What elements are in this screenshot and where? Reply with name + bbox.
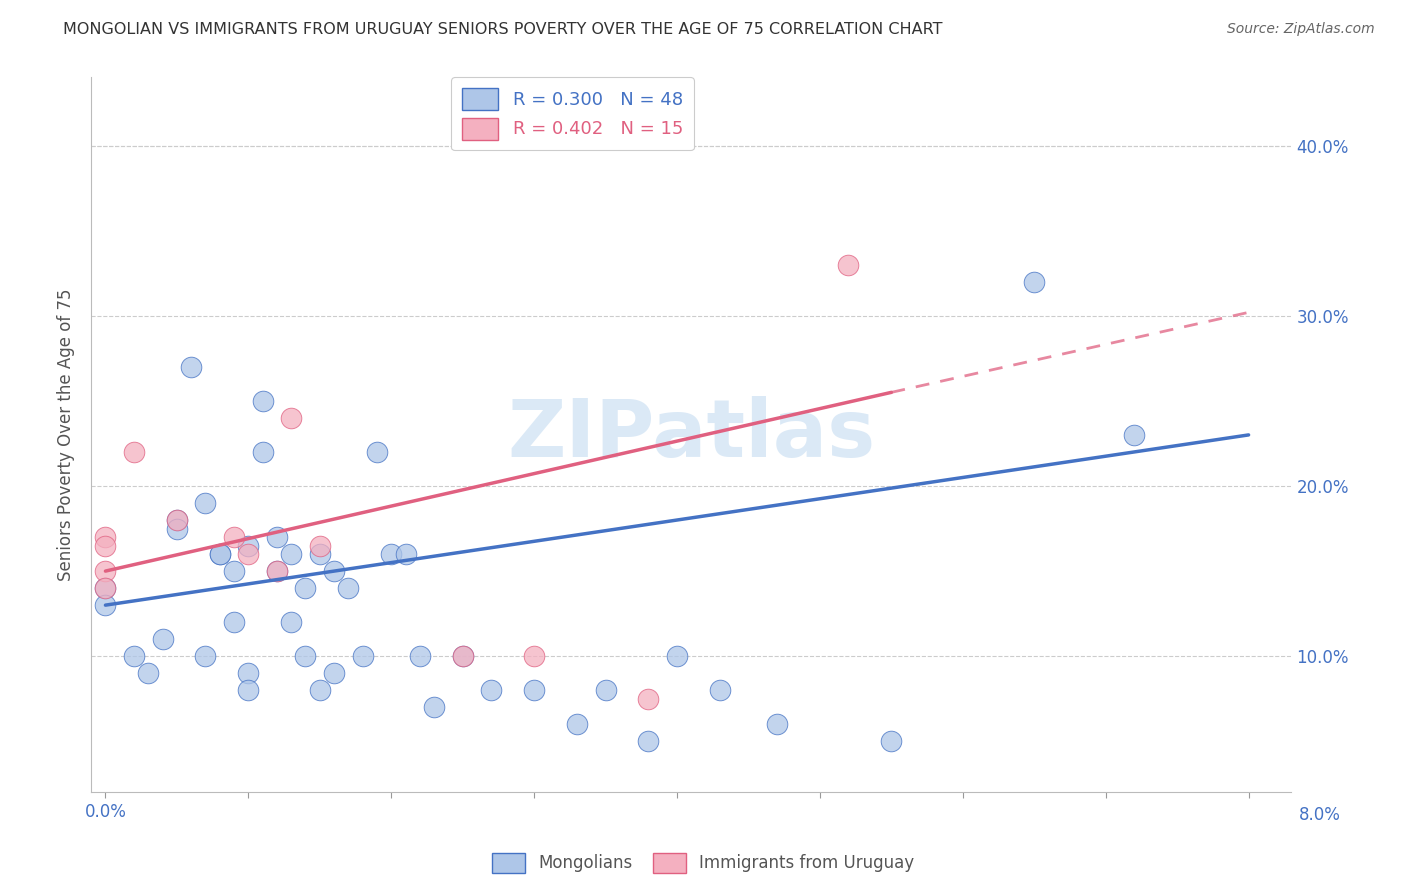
Point [308,539,330,553]
Point [166,513,188,527]
Point [565,717,588,731]
Text: 8.0%: 8.0% [1299,806,1340,824]
Point [409,649,432,664]
Point [238,547,260,561]
Point [194,649,217,664]
Point [766,717,789,731]
Point [222,615,245,629]
Point [880,734,903,748]
Point [166,522,188,536]
Point [122,445,145,459]
Point [136,666,159,681]
Point [252,393,274,408]
Point [394,547,416,561]
Y-axis label: Seniors Poverty Over the Age of 75: Seniors Poverty Over the Age of 75 [58,289,75,582]
Point [451,649,474,664]
Point [308,683,330,698]
Point [352,649,374,664]
Point [238,683,260,698]
Point [837,258,859,272]
Text: ZIPatlas: ZIPatlas [508,396,876,474]
Point [637,691,659,706]
Point [266,530,288,544]
Point [94,598,117,612]
Point [337,581,360,595]
Point [595,683,617,698]
Text: Source: ZipAtlas.com: Source: ZipAtlas.com [1227,22,1375,37]
Point [194,496,217,510]
Point [523,649,546,664]
Point [637,734,659,748]
Point [523,683,546,698]
Point [323,666,346,681]
Point [152,632,174,647]
Point [666,649,689,664]
Point [366,445,388,459]
Point [280,547,302,561]
Point [1123,428,1146,442]
Point [266,564,288,578]
Legend: R = 0.300   N = 48, R = 0.402   N = 15: R = 0.300 N = 48, R = 0.402 N = 15 [451,78,693,151]
Point [208,547,231,561]
Point [238,666,260,681]
Point [94,539,117,553]
Point [323,564,346,578]
Point [122,649,145,664]
Point [94,530,117,544]
Point [308,547,330,561]
Point [94,581,117,595]
Text: MONGOLIAN VS IMMIGRANTS FROM URUGUAY SENIORS POVERTY OVER THE AGE OF 75 CORRELAT: MONGOLIAN VS IMMIGRANTS FROM URUGUAY SEN… [63,22,943,37]
Point [222,530,245,544]
Point [222,564,245,578]
Point [479,683,502,698]
Point [280,615,302,629]
Point [709,683,731,698]
Legend: Mongolians, Immigrants from Uruguay: Mongolians, Immigrants from Uruguay [485,847,921,880]
Point [252,445,274,459]
Point [166,513,188,527]
Point [294,649,316,664]
Point [451,649,474,664]
Point [380,547,402,561]
Point [180,359,202,374]
Point [280,410,302,425]
Point [266,564,288,578]
Point [238,539,260,553]
Point [94,564,117,578]
Point [423,700,446,714]
Point [94,581,117,595]
Point [1024,275,1046,289]
Point [294,581,316,595]
Point [208,547,231,561]
